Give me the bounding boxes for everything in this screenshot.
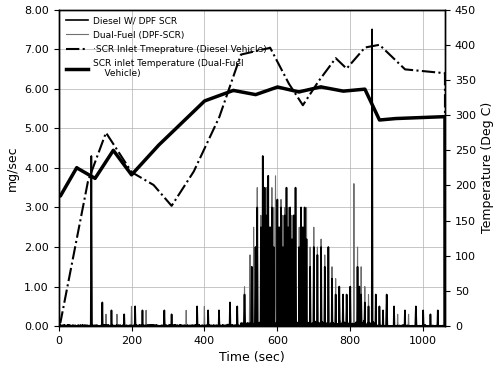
Diesel W/ DPF SCR [374,324,380,329]
SCR inlet Temperature (Dual-Fuel
    Vehicle) [126,169,132,174]
SCR inlet Temperature (Dual-Fuel
    Vehicle) [442,324,448,329]
Y-axis label: mg/sec: mg/sec [6,145,18,191]
·SCR Inlet Tmeprature (Diesel Vehicle) [56,320,62,325]
Diesel W/ DPF SCR [288,300,294,305]
Line: Diesel W/ DPF SCR: Diesel W/ DPF SCR [58,29,445,326]
SCR inlet Temperature (Dual-Fuel
    Vehicle) [288,88,294,92]
SCR inlet Temperature (Dual-Fuel
    Vehicle) [344,88,350,93]
·SCR Inlet Tmeprature (Diesel Vehicle) [344,66,350,71]
Dual-Fuel (DPF-SCR) [56,324,62,329]
Diesel W/ DPF SCR [307,288,313,293]
Legend: Diesel W/ DPF SCR, Dual-Fuel (DPF-SCR), ·SCR Inlet Tmeprature (Diesel Vehicle), : Diesel W/ DPF SCR, Dual-Fuel (DPF-SCR), … [63,14,270,81]
Dual-Fuel (DPF-SCR) [204,324,210,329]
Diesel W/ DPF SCR [442,324,448,328]
Line: SCR inlet Temperature (Dual-Fuel
    Vehicle): SCR inlet Temperature (Dual-Fuel Vehicle… [58,87,445,326]
Line: ·SCR Inlet Tmeprature (Diesel Vehicle): ·SCR Inlet Tmeprature (Diesel Vehicle) [58,45,445,326]
SCR inlet Temperature (Dual-Fuel
    Vehicle) [307,87,313,92]
·SCR Inlet Tmeprature (Diesel Vehicle) [374,43,380,48]
Dual-Fuel (DPF-SCR) [288,324,294,328]
SCR inlet Temperature (Dual-Fuel
    Vehicle) [318,85,324,89]
·SCR Inlet Tmeprature (Diesel Vehicle) [307,92,313,97]
SCR inlet Temperature (Dual-Fuel
    Vehicle) [56,194,62,198]
·SCR Inlet Tmeprature (Diesel Vehicle) [376,43,382,47]
·SCR Inlet Tmeprature (Diesel Vehicle) [288,84,294,88]
SCR inlet Temperature (Dual-Fuel
    Vehicle) [374,111,380,116]
Dual-Fuel (DPF-SCR) [374,324,380,328]
Dual-Fuel (DPF-SCR) [56,324,62,328]
Line: Dual-Fuel (DPF-SCR): Dual-Fuel (DPF-SCR) [58,168,445,326]
Diesel W/ DPF SCR [56,324,62,329]
X-axis label: Time (sec): Time (sec) [219,352,284,364]
Diesel W/ DPF SCR [369,27,375,31]
Dual-Fuel (DPF-SCR) [307,260,313,265]
Y-axis label: Temperature (Deg C): Temperature (Deg C) [482,102,494,233]
SCR inlet Temperature (Dual-Fuel
    Vehicle) [203,98,209,102]
·SCR Inlet Tmeprature (Diesel Vehicle) [203,143,209,147]
Dual-Fuel (DPF-SCR) [344,324,350,329]
·SCR Inlet Tmeprature (Diesel Vehicle) [126,166,132,170]
Diesel W/ DPF SCR [56,323,62,328]
Dual-Fuel (DPF-SCR) [442,324,448,328]
Diesel W/ DPF SCR [126,324,132,329]
Dual-Fuel (DPF-SCR) [126,324,132,329]
Dual-Fuel (DPF-SCR) [260,166,266,170]
Diesel W/ DPF SCR [204,324,210,329]
Diesel W/ DPF SCR [344,324,350,329]
·SCR Inlet Tmeprature (Diesel Vehicle) [442,324,448,329]
